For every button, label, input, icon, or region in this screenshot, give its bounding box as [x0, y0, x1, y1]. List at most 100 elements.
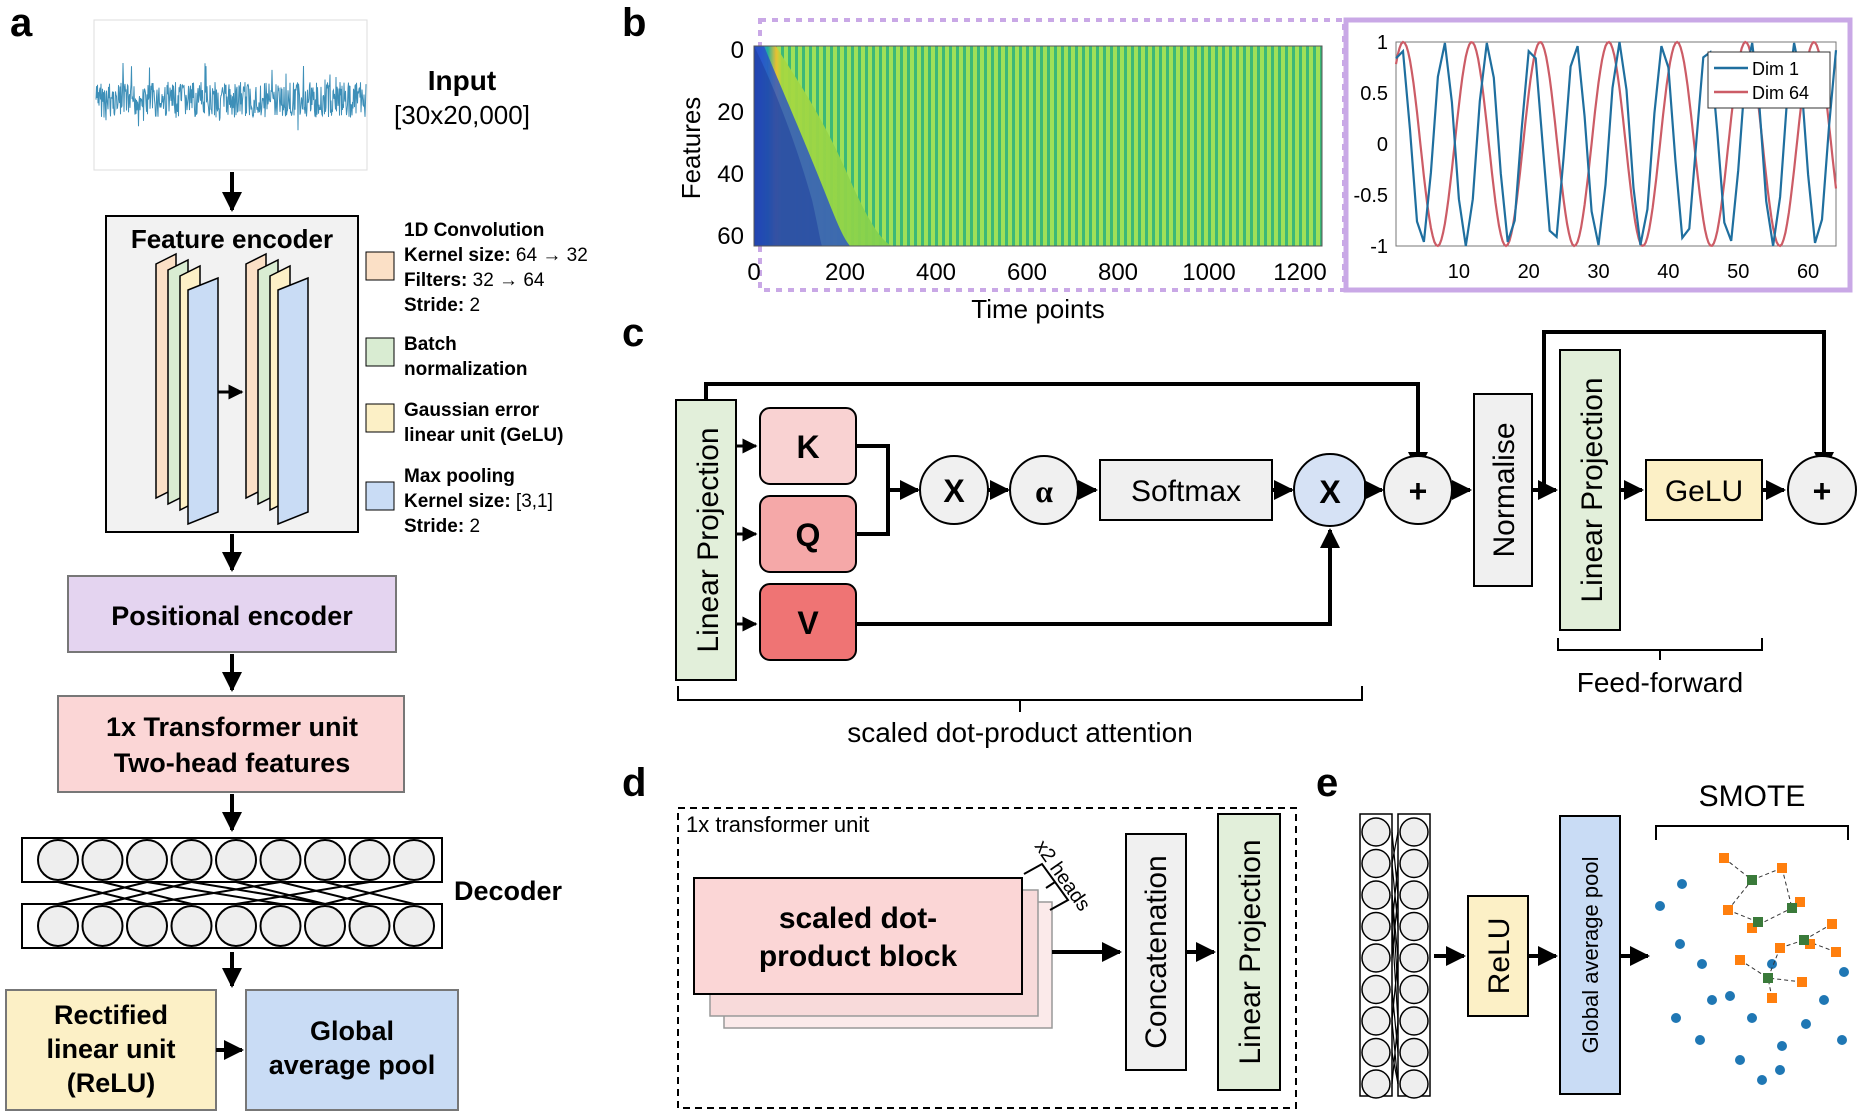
softmax-box [1099, 459, 1273, 521]
heatmap-ylabel: Features [676, 97, 706, 200]
decoder-connection [280, 881, 370, 905]
minority-sample [1723, 905, 1733, 915]
decoder-neuron [304, 839, 346, 881]
heatmap-yticks: 0 20 40 60 [717, 37, 744, 250]
decoder-connection [324, 881, 415, 905]
minority-sample [1775, 943, 1785, 953]
legend-conv-title: 1D Convolution [404, 220, 544, 241]
legend-conv-line2: Filters: 32 → 64 [404, 270, 545, 291]
smote-brace [1655, 825, 1849, 840]
legend-dim1-label: Dim 1 [1752, 59, 1799, 79]
positional-encoder-label: Positional encoder [111, 601, 353, 631]
decoder-neuron [304, 905, 346, 947]
decoder-neuron [126, 839, 168, 881]
majority-sample [1707, 995, 1717, 1005]
legend-swatch-pool [365, 481, 395, 511]
legend-swatch-gelu [365, 403, 395, 433]
sine-xtick: 60 [1797, 261, 1819, 283]
concatenation-box [1125, 833, 1187, 1071]
heatmap-ytick-40: 40 [717, 161, 744, 188]
dense-connection [1391, 989, 1399, 1053]
decoder-connection [191, 881, 326, 905]
smote-interpolation-line [1739, 959, 1769, 979]
normalise-label: Normalise [1488, 422, 1521, 557]
sine-line-chart: 1 0.5 0 -0.5 -1 10 20 30 40 50 60 Dim 1 Dim 64 [1354, 32, 1838, 283]
majority-sample [1837, 1035, 1847, 1045]
synthetic-sample [1747, 875, 1757, 885]
legend-conv-line3: Stride: 2 [404, 295, 480, 316]
legend-pool-kernel-label: Kernel size: [404, 491, 511, 512]
legend-pool-stride-value: 2 [464, 516, 480, 537]
sine-xtick: 40 [1657, 261, 1679, 283]
relu-e-label: ReLU [1483, 918, 1516, 995]
panel-letter-d: d [622, 761, 646, 805]
heatmap-ytick-0: 0 [731, 37, 744, 64]
majority-sample [1819, 995, 1829, 1005]
sine-legend-box [1707, 51, 1831, 109]
sine-ytick: 0 [1377, 134, 1388, 156]
k-label: K [796, 429, 819, 465]
dense-neuron [1399, 848, 1429, 879]
linear-projection-label: Linear Projection [692, 427, 725, 652]
heatmap-xtick-200: 200 [825, 259, 865, 286]
decoder-network [21, 837, 443, 949]
decoder-neuron [348, 839, 391, 881]
sine-xtick: 10 [1448, 261, 1470, 283]
legend-swatch-conv [365, 251, 395, 281]
majority-sample [1725, 991, 1735, 1001]
relu-line2: linear unit [46, 1034, 175, 1064]
minority-sample [1735, 955, 1745, 965]
dense-connection [1391, 1020, 1399, 1085]
majority-sample [1775, 1065, 1785, 1075]
input-title: Input [428, 65, 496, 96]
sine-ytick: -1 [1370, 236, 1388, 258]
softmax-label: Softmax [1131, 475, 1241, 508]
smote-scatter [1655, 853, 1849, 1085]
majority-sample [1839, 967, 1849, 977]
v-to-matmul-line [856, 528, 1340, 626]
majority-sample [1757, 1075, 1767, 1085]
positional-encoder-box [67, 575, 397, 653]
linear-projection-2-label: Linear Projection [1576, 377, 1609, 602]
majority-sample [1655, 901, 1665, 911]
panel-d: 1x transformer unit scaled dot- product … [677, 807, 1297, 1109]
legend-conv-filters-value: 32 → 64 [467, 270, 545, 291]
dense-neuron [1399, 880, 1429, 910]
add-node-2 [1787, 455, 1857, 525]
sine-legend: Dim 1 Dim 64 [1707, 51, 1831, 109]
panel-c: Linear Projection K Q V X α Softmax X + … [675, 330, 1857, 748]
smote-interpolation-line [1803, 923, 1833, 941]
legend-dim64-label: Dim 64 [1752, 83, 1809, 103]
decoder-neuron [259, 905, 302, 947]
heatmap-xticks: 0 200 400 600 800 1000 1200 [747, 259, 1326, 286]
add-node-1-label: + [1409, 473, 1428, 509]
dense-connection [1391, 831, 1399, 864]
global-average-pool-box [245, 989, 459, 1111]
matmul-node-1-label: X [943, 473, 965, 509]
gap-e-label: Global average pool [1578, 857, 1603, 1054]
panel-letter-b: b [622, 1, 646, 45]
positional-encoding-heatmap [753, 45, 1323, 247]
kq-merge-line [856, 444, 890, 536]
transformer-unit-caption: 1x transformer unit [686, 812, 869, 837]
matmul-node-2-label: X [1319, 474, 1341, 510]
sine-xtick: 30 [1587, 261, 1609, 283]
sdp-block-line1: scaled dot- [779, 902, 937, 935]
smote-interpolation-line [1767, 977, 1803, 983]
add-node-2-label: + [1813, 473, 1832, 509]
legend-conv-kernel-label: Kernel size: [404, 245, 511, 266]
heatmap-xtick-800: 800 [1098, 259, 1138, 286]
gap-line1: Global [310, 1016, 394, 1046]
minority-sample [1777, 863, 1787, 873]
legend-gelu-text: Gaussian error linear unit (GeLU) [404, 400, 563, 446]
dense-connection [1391, 894, 1399, 959]
dense-neuron [1399, 974, 1429, 1005]
heatmap-xtick-600: 600 [1007, 259, 1047, 286]
legend-pool-kernel-value: [3,1] [511, 491, 553, 512]
minority-sample [1831, 947, 1841, 957]
input-dims: [30x20,000] [394, 100, 530, 130]
synthetic-sample [1763, 973, 1773, 983]
gap-line2: average pool [269, 1050, 436, 1080]
minority-sample [1795, 897, 1805, 907]
